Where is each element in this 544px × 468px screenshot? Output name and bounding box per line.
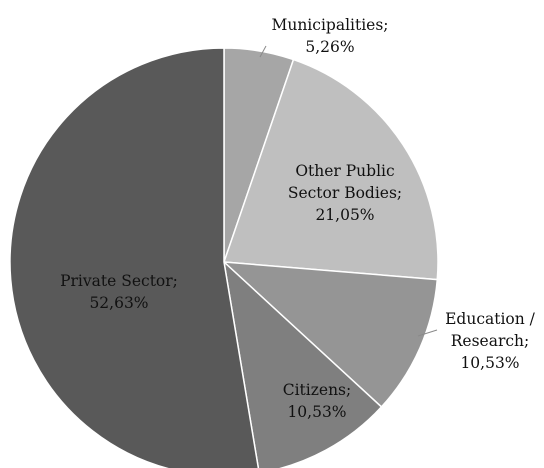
leader-line-municipalities [259,45,267,58]
slice-label-line: 10,53% [460,354,519,372]
slice-private-sector [9,47,260,468]
pie-slices [9,47,439,468]
slice-label-other-public-sector-bodies: Other Public Sector Bodies; 21,05% [288,162,402,224]
slice-education-research [221,261,439,408]
slice-label-education-research: Education / Research; 10,53% [445,310,536,372]
slice-label-line: Education / [445,310,536,328]
slice-label-line: Other Public [295,162,394,180]
slice-label-line: Sector Bodies; [288,184,402,202]
slice-label-line: Municipalities; [271,16,388,34]
slice-label-line: Private Sector; [60,272,178,290]
slice-label-line: 52,63% [89,294,148,312]
slice-label-line: 21,05% [315,206,374,224]
slice-label-private-sector: Private Sector; 52,63% [60,272,178,312]
slice-labels: Municipalities; 5,26% Other Public Sector B… [60,16,536,421]
slice-label-line: 5,26% [305,38,354,56]
slice-label-line: 10,53% [287,403,346,421]
slice-other-public-sector-bodies [222,58,439,281]
slice-label-citizens: Citizens; 10,53% [283,381,352,421]
slice-label-line: Citizens; [283,381,352,399]
slice-label-line: Research; [451,332,530,350]
slice-label-municipalities: Municipalities; 5,26% [271,16,388,56]
leader-lines [259,45,438,337]
slice-citizens [222,259,383,468]
leader-line-education-research [417,329,438,337]
